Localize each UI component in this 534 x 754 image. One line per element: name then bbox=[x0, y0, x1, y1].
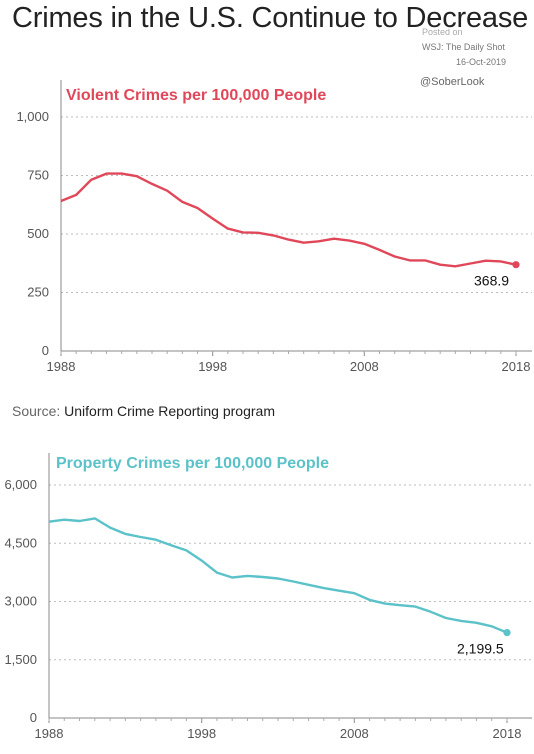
x-tick-label: 2008 bbox=[340, 726, 369, 741]
series-line bbox=[48, 517, 508, 634]
x-tick-label: 1988 bbox=[47, 359, 76, 374]
y-tick-label: 250 bbox=[27, 285, 49, 300]
x-tick-label: 2018 bbox=[493, 726, 522, 741]
credit-date: 16-Oct-2019 bbox=[456, 57, 507, 67]
source-text: Uniform Crime Reporting program bbox=[64, 403, 275, 419]
credit-source: WSJ: The Daily Shot bbox=[422, 42, 505, 52]
y-tick-label: 0 bbox=[42, 343, 49, 358]
x-tick-label: 1998 bbox=[187, 726, 216, 741]
y-tick-label: 4,500 bbox=[4, 535, 37, 550]
y-tick-label: 1,000 bbox=[16, 109, 49, 124]
end-value-label: 2,199.5 bbox=[457, 641, 504, 657]
y-tick-label: 6,000 bbox=[4, 477, 37, 492]
credit-handle: @SoberLook bbox=[420, 76, 485, 88]
page-title: Crimes in the U.S. Continue to Decrease bbox=[12, 2, 529, 34]
x-tick-label: 1998 bbox=[198, 359, 227, 374]
x-tick-label: 2018 bbox=[502, 359, 531, 374]
y-tick-label: 3,000 bbox=[4, 594, 37, 609]
x-tick-label: 1988 bbox=[35, 726, 64, 741]
y-tick-label: 0 bbox=[30, 710, 37, 725]
chart-title: Property Crimes per 100,000 People bbox=[56, 455, 329, 472]
end-point bbox=[512, 261, 520, 269]
chart-1: 0 250 500 750 1,000 1988 1998 2008 2018 368.9 Viol… bbox=[16, 80, 532, 374]
y-tick-label: 1,500 bbox=[4, 652, 37, 667]
series-line bbox=[60, 172, 517, 268]
chart-title: Violent Crimes per 100,000 People bbox=[66, 87, 326, 104]
end-point bbox=[503, 628, 511, 637]
source-label: Source: bbox=[12, 403, 61, 419]
y-tick-label: 750 bbox=[27, 168, 49, 183]
x-tick-label: 2008 bbox=[350, 359, 379, 374]
credit-posted: Posted on bbox=[422, 27, 463, 37]
y-tick-label: 500 bbox=[27, 226, 49, 241]
chart-2: 0 1,500 3,000 4,500 6,000 1988 1998 2008 2018 2,1… bbox=[4, 453, 532, 741]
end-value-label: 368.9 bbox=[474, 273, 509, 289]
source-note: Source: Uniform Crime Reporting program bbox=[12, 403, 275, 419]
